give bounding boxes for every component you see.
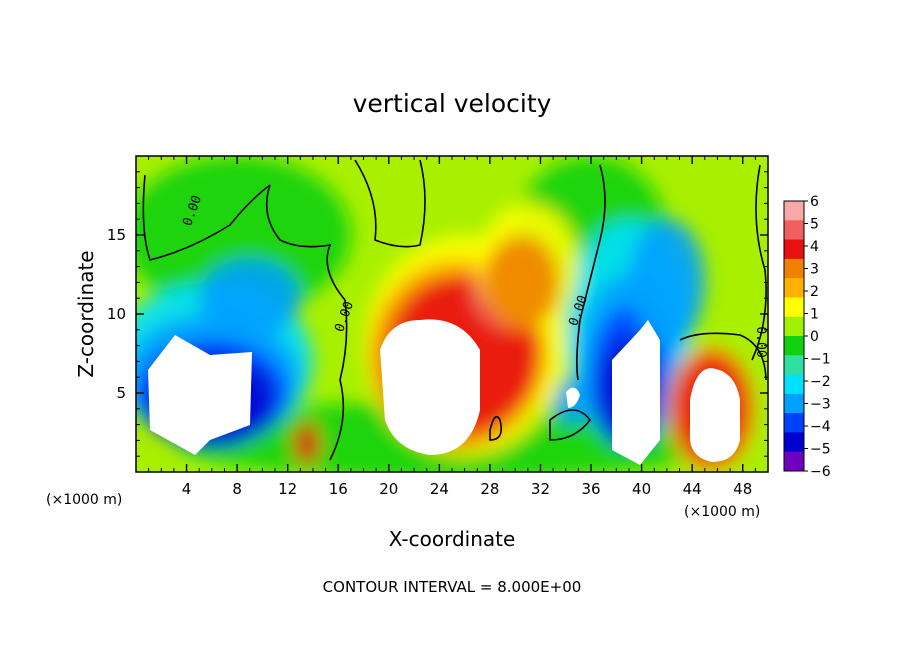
x-tick-label: 40 <box>632 480 651 498</box>
colorbar-swatch <box>784 258 804 279</box>
colorbar-label: 2 <box>810 284 819 300</box>
colorbar-label: 5 <box>810 217 819 233</box>
saturated-core <box>690 368 740 462</box>
x-tick-label: 8 <box>232 480 242 498</box>
plot-area <box>136 156 768 472</box>
x-tick-label: 32 <box>531 480 550 498</box>
x-unit-right: (×1000 m) <box>684 504 760 520</box>
x-tick-label: 24 <box>430 480 449 498</box>
x-axis-label: X-coordinate <box>389 527 516 551</box>
x-tick-label: 20 <box>379 480 398 498</box>
zero-contours <box>142 159 767 461</box>
colorbar-swatch <box>784 432 804 453</box>
zero-contour <box>679 332 767 381</box>
colorbar-swatch <box>784 201 804 221</box>
y-axis-ticks: 5 10 15 <box>107 171 768 457</box>
y-tick-label: 15 <box>107 226 126 244</box>
colorbar: 6 5 4 3 2 1 0 −1 −2 −3 −4 −5 −6 <box>783 194 831 480</box>
zero-contour <box>751 164 767 361</box>
colorbar-label: −3 <box>810 397 831 413</box>
saturated-core <box>148 335 252 455</box>
saturated-core <box>612 320 660 465</box>
x-tick-label: 28 <box>480 480 499 498</box>
colorbar-swatch <box>784 336 804 356</box>
x-tick-label: 44 <box>683 480 702 498</box>
colorbar-swatch <box>784 374 804 395</box>
colorbar-label: 6 <box>810 194 819 210</box>
colorbar-label: 3 <box>810 262 819 278</box>
colorbar-label: −4 <box>810 419 831 435</box>
zero-contour <box>354 159 426 248</box>
zero-contour <box>576 164 606 381</box>
y-tick-label: 10 <box>107 305 126 323</box>
y-axis-label: Z-coordinate <box>74 250 98 377</box>
colorbar-label: −6 <box>810 464 831 480</box>
colorbar-swatch <box>784 355 804 376</box>
colorbar-label: 1 <box>810 307 819 323</box>
colorbar-swatch <box>784 297 804 318</box>
x-tick-label: 36 <box>581 480 600 498</box>
x-axis-ticks: 4 8 12 16 20 24 28 32 36 40 44 48 <box>148 156 756 498</box>
colorbar-swatch <box>784 316 804 337</box>
x-tick-label: 4 <box>182 480 192 498</box>
zero-contour <box>265 184 348 461</box>
zero-contour <box>549 409 592 441</box>
zero-contour <box>142 174 271 261</box>
contour-interval-note: CONTOUR INTERVAL = 8.000E+00 <box>323 578 582 596</box>
colorbar-label: −5 <box>810 442 831 458</box>
colorbar-label: −2 <box>810 374 831 390</box>
saturated-core <box>566 387 580 408</box>
contour-label: 0.00 <box>753 326 768 357</box>
colorbar-swatch <box>784 278 804 298</box>
colorbar-swatch <box>784 413 804 433</box>
chart-title: vertical velocity <box>353 89 552 118</box>
zero-contour <box>489 415 503 441</box>
field-blob <box>483 235 560 330</box>
field-blob <box>136 156 351 314</box>
saturated-core <box>380 319 480 455</box>
x-tick-label: 12 <box>278 480 297 498</box>
saturated-cores <box>148 319 740 465</box>
colorbar-swatch <box>784 239 804 260</box>
colorbar-label: 0 <box>810 329 819 345</box>
colorbar-swatch <box>784 451 804 472</box>
colorbar-label: 4 <box>810 239 819 255</box>
x-tick-label: 16 <box>329 480 348 498</box>
field-blob <box>294 423 320 465</box>
x-unit-left: (×1000 m) <box>46 492 122 508</box>
field-blob <box>199 258 301 338</box>
y-tick-label: 5 <box>116 384 126 402</box>
colorbar-swatch <box>784 393 804 414</box>
colorbar-swatch <box>784 220 804 241</box>
x-tick-label: 48 <box>733 480 752 498</box>
colorbar-label: −1 <box>810 352 831 368</box>
field-blob <box>628 219 705 346</box>
